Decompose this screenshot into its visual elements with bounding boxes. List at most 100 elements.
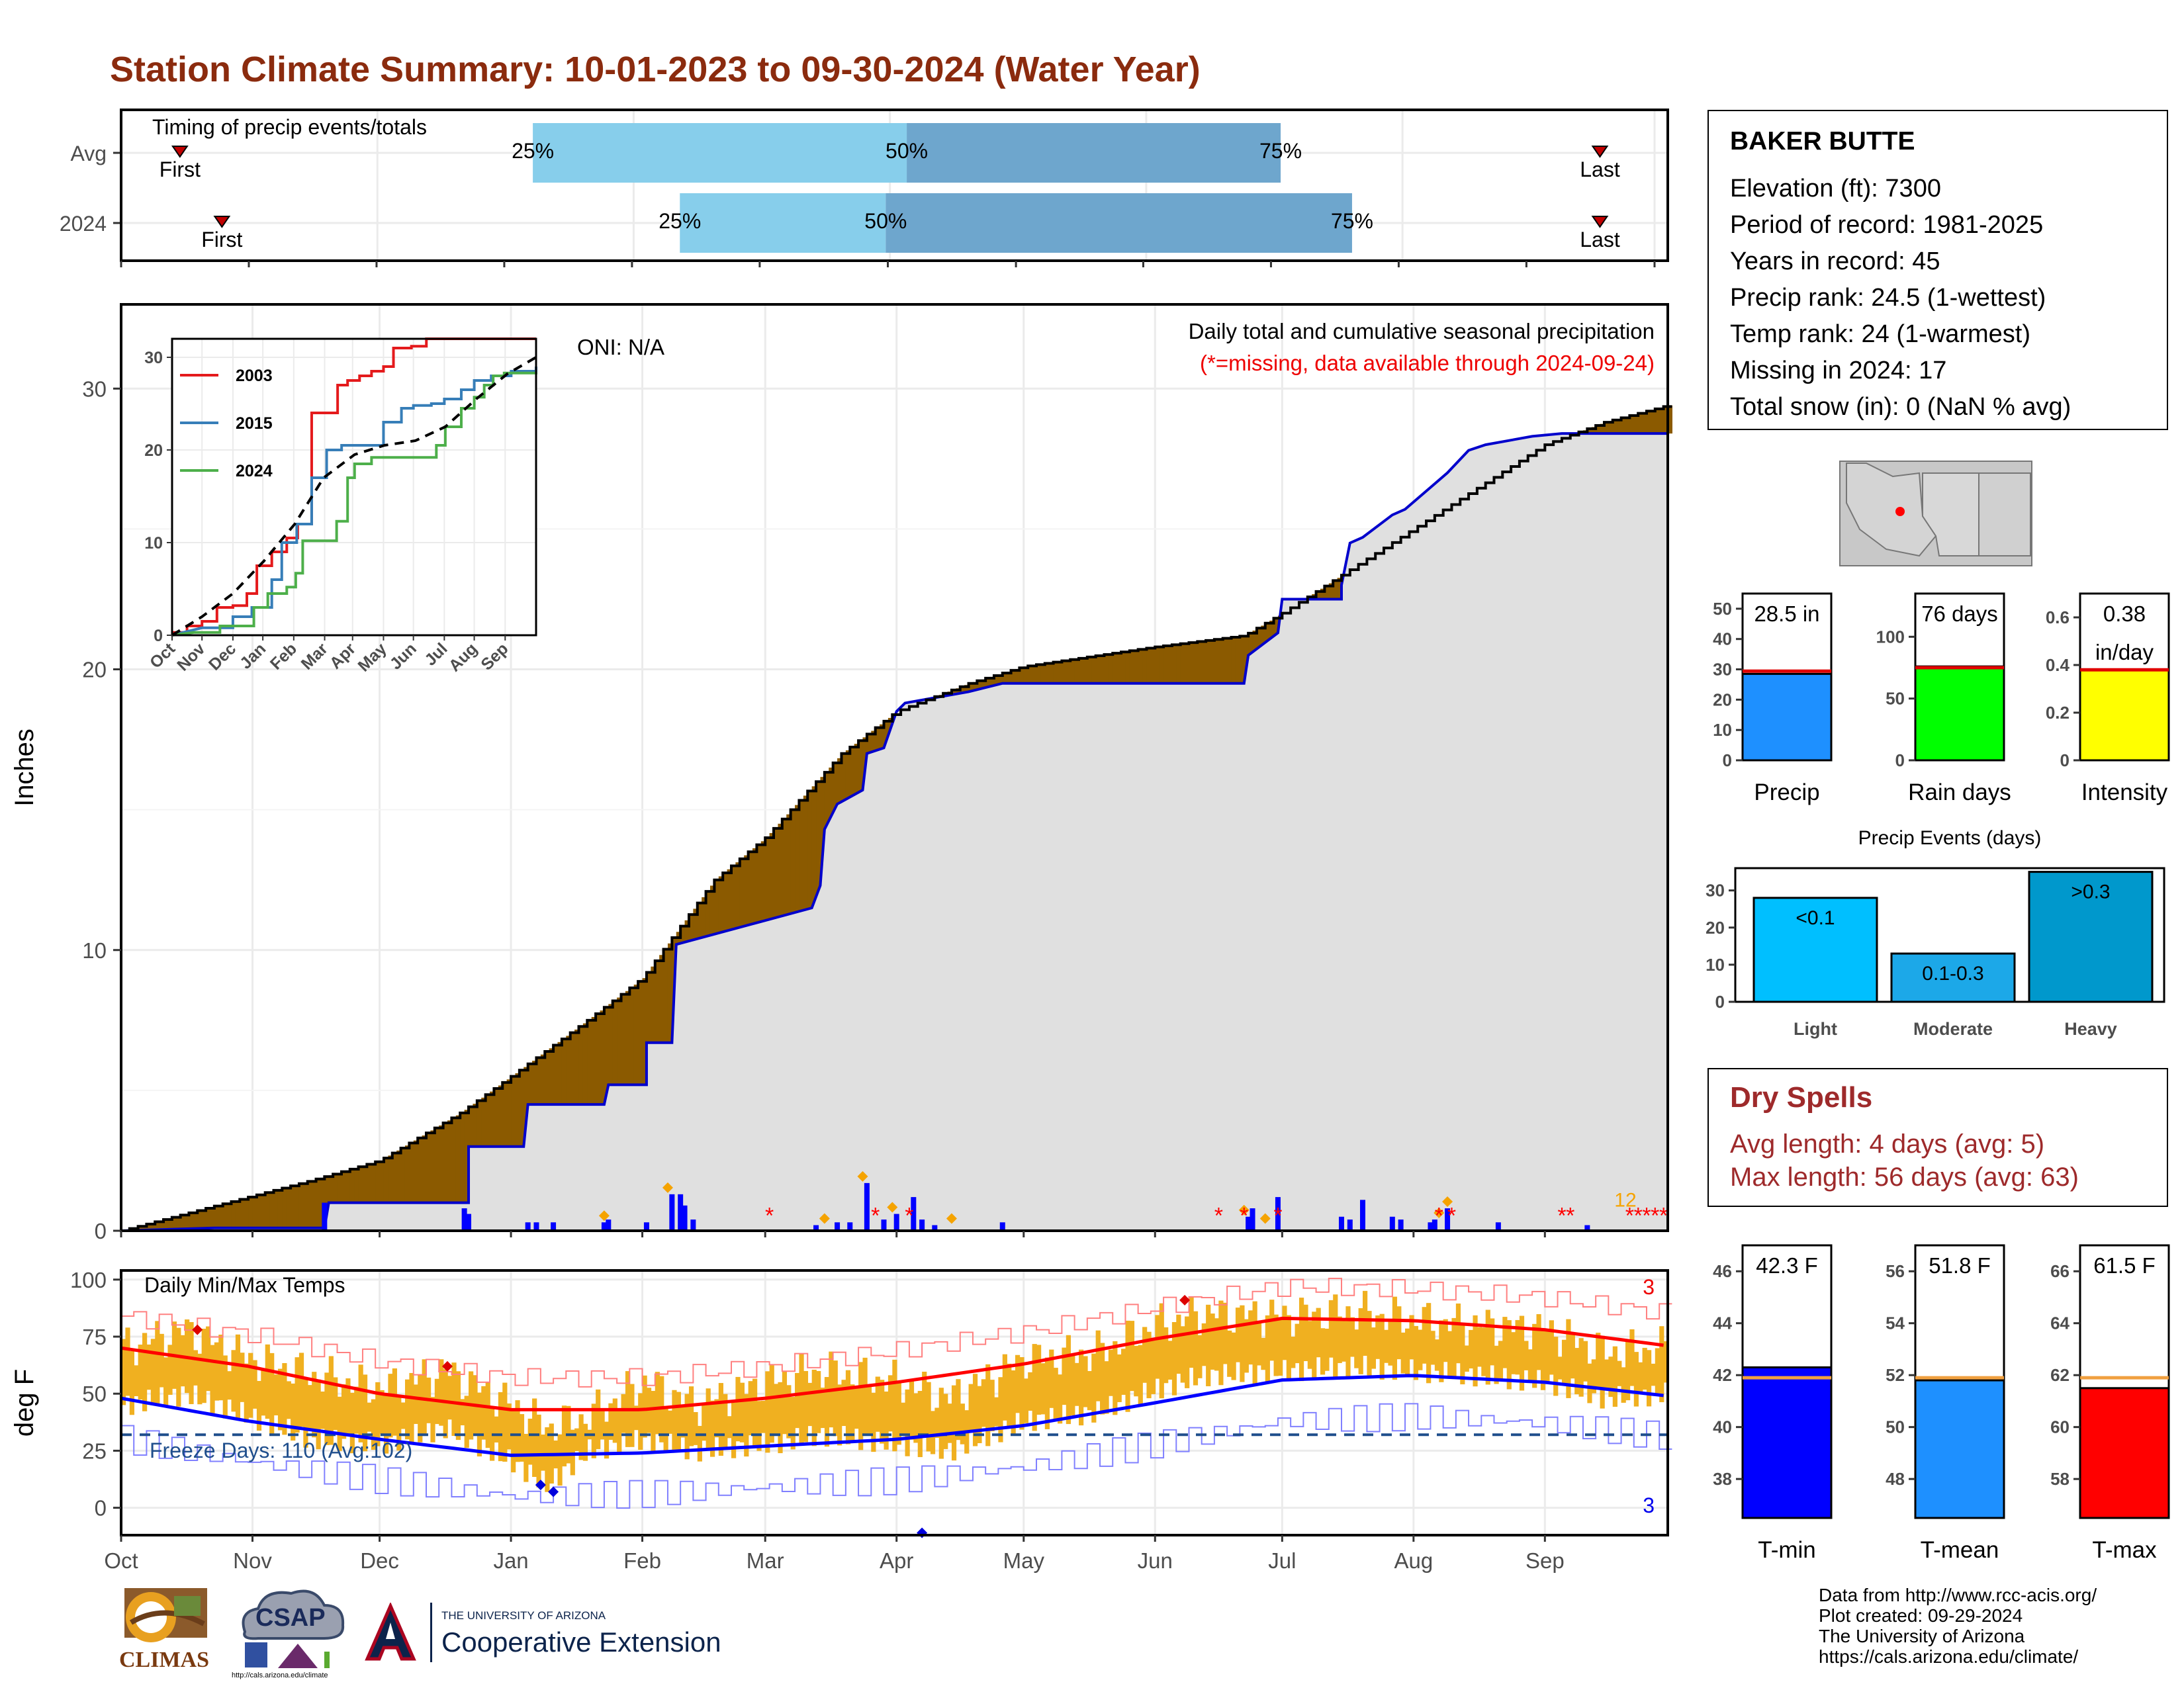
precip-daily-bar: [864, 1183, 870, 1231]
mini-category-label-T-mean: T-mean: [1921, 1537, 1999, 1563]
temp-daily-range-bar: [456, 1371, 461, 1440]
mini-y-tick-label: 20: [1713, 689, 1732, 709]
temp-daily-range-bar: [1418, 1330, 1422, 1370]
temp-daily-range-bar: [651, 1391, 655, 1452]
temp-daily-range-bar: [189, 1322, 193, 1404]
temp-daily-range-bar: [486, 1382, 490, 1448]
temp-daily-range-bar: [985, 1364, 990, 1446]
temp-daily-range-bar: [494, 1417, 498, 1443]
temp-x-tick-label: Oct: [104, 1548, 138, 1573]
temp-daily-range-bar: [943, 1394, 948, 1449]
precip-daily-bar: [1347, 1220, 1353, 1231]
temp-daily-range-bar: [1104, 1361, 1109, 1414]
temp-daily-range-bar: [1401, 1333, 1406, 1374]
precip-below-avg-fill: [282, 1188, 287, 1228]
precip-daily-bar: [1398, 1220, 1404, 1231]
temp-daily-range-bar: [261, 1370, 265, 1415]
precip-below-avg-fill: [218, 1205, 223, 1228]
precip-below-avg-fill: [312, 1180, 316, 1228]
precip-below-avg-fill: [621, 995, 626, 1085]
temp-daily-range-bar: [1324, 1329, 1329, 1371]
temp-daily-range-bar: [1477, 1327, 1482, 1367]
temp-daily-range-bar: [1371, 1327, 1376, 1368]
temp-daily-range-bar: [1604, 1360, 1609, 1391]
temp-daily-range-bar: [523, 1434, 528, 1482]
temp-daily-range-bar: [1600, 1336, 1605, 1409]
temp-x-tick-label: Apr: [880, 1548, 913, 1573]
temp-daily-range-bar: [1117, 1355, 1122, 1402]
mini-y-tick-label: 62: [2050, 1365, 2070, 1385]
precip-count-label: 12: [1614, 1190, 1636, 1212]
ua-a-icon: [361, 1603, 420, 1662]
inset-legend-label: 2015: [236, 414, 273, 433]
temp-daily-range-bar: [414, 1384, 418, 1424]
temp-daily-range-bar: [367, 1403, 371, 1432]
precip-below-avg-fill: [430, 1130, 435, 1202]
temp-daily-range-bar: [291, 1384, 295, 1441]
temp-daily-range-bar: [1460, 1325, 1465, 1384]
mini-y-tick-label: 0.2: [2046, 703, 2070, 723]
precip-below-avg-fill: [380, 1161, 385, 1203]
precip-missing-marker: *: [1435, 1204, 1443, 1229]
temp-daily-range-bar: [1451, 1318, 1456, 1378]
precip-below-avg-fill: [557, 1042, 562, 1104]
timing-row-label: Avg: [70, 142, 107, 165]
temp-daily-range-bar: [1295, 1324, 1300, 1363]
temp-daily-range-bar: [952, 1386, 956, 1461]
precip-below-avg-fill: [515, 1073, 520, 1147]
mini-category-label-T-min: T-min: [1758, 1537, 1816, 1563]
precip-below-avg-fill: [587, 1020, 592, 1104]
temp-daily-range-bar: [629, 1384, 634, 1447]
mini-bar-Precip: [1743, 674, 1831, 760]
temp-daily-range-bar: [1384, 1330, 1388, 1363]
mini-y-tick-label: 38: [1713, 1469, 1732, 1489]
map-station-marker: [1895, 507, 1905, 516]
temp-daily-range-bar: [761, 1401, 766, 1433]
temp-daily-range-bar: [837, 1384, 842, 1445]
mini-y-tick-label: 0: [1723, 750, 1732, 770]
temp-daily-range-bar: [1545, 1331, 1549, 1382]
temp-daily-range-bar: [287, 1381, 291, 1419]
temp-daily-range-bar: [782, 1370, 787, 1434]
precip-below-avg-fill: [287, 1187, 291, 1228]
precip-below-avg-fill: [1151, 648, 1156, 684]
temp-daily-range-bar: [752, 1379, 757, 1448]
mini-value-label-Rain days: 76 days: [1921, 601, 1998, 626]
temp-daily-range-bar: [1176, 1315, 1181, 1374]
mini-y-tick-label: 0: [2060, 750, 2070, 770]
ua-line2: Cooperative Extension: [441, 1626, 721, 1658]
precip-below-avg-fill: [1210, 640, 1215, 684]
precip-y-tick-label: 30: [82, 377, 107, 401]
inset-y-tick-label: 10: [144, 534, 163, 553]
mini-value-label-Intensity: in/day: [2095, 640, 2154, 664]
temp-daily-range-bar: [592, 1403, 596, 1458]
precip-below-avg-fill: [545, 1051, 549, 1104]
temp-daily-range-bar: [1498, 1341, 1503, 1380]
temp-daily-range-bar: [1138, 1345, 1143, 1405]
precip-below-avg-fill: [481, 1098, 486, 1147]
temp-daily-range-bar: [1185, 1317, 1189, 1388]
precip-below-avg-fill: [592, 1017, 596, 1104]
temp-daily-range-bar: [1227, 1331, 1232, 1377]
temp-daily-range-bar: [939, 1388, 944, 1458]
temp-record-high-count: 3: [1643, 1275, 1655, 1299]
mini-y-tick-label: 42: [1713, 1365, 1732, 1385]
precip-missing-marker: *: [765, 1204, 774, 1229]
precip-daily-bar: [466, 1214, 471, 1231]
precip-below-avg-fill: [231, 1202, 236, 1228]
mini-y-tick-label: 10: [1713, 720, 1732, 740]
temp-daily-range-bar: [1142, 1327, 1147, 1382]
temp-daily-range-bar: [927, 1382, 931, 1452]
temp-daily-range-bar: [574, 1429, 579, 1451]
temp-daily-range-bar: [689, 1386, 694, 1446]
timing-last-label: Last: [1580, 157, 1620, 181]
precip-missing-marker: *: [1273, 1204, 1282, 1229]
precip-below-avg-fill: [1214, 639, 1219, 683]
precip-below-avg-fill: [1167, 645, 1172, 684]
events-x-label: Moderate: [1913, 1019, 1993, 1039]
temp-daily-range-bar: [159, 1334, 164, 1388]
timing-label-75: 75%: [1259, 139, 1302, 163]
temp-daily-range-bar: [850, 1384, 854, 1441]
precip-y-tick-label: 20: [82, 658, 107, 682]
temp-daily-range-bar: [664, 1407, 668, 1453]
